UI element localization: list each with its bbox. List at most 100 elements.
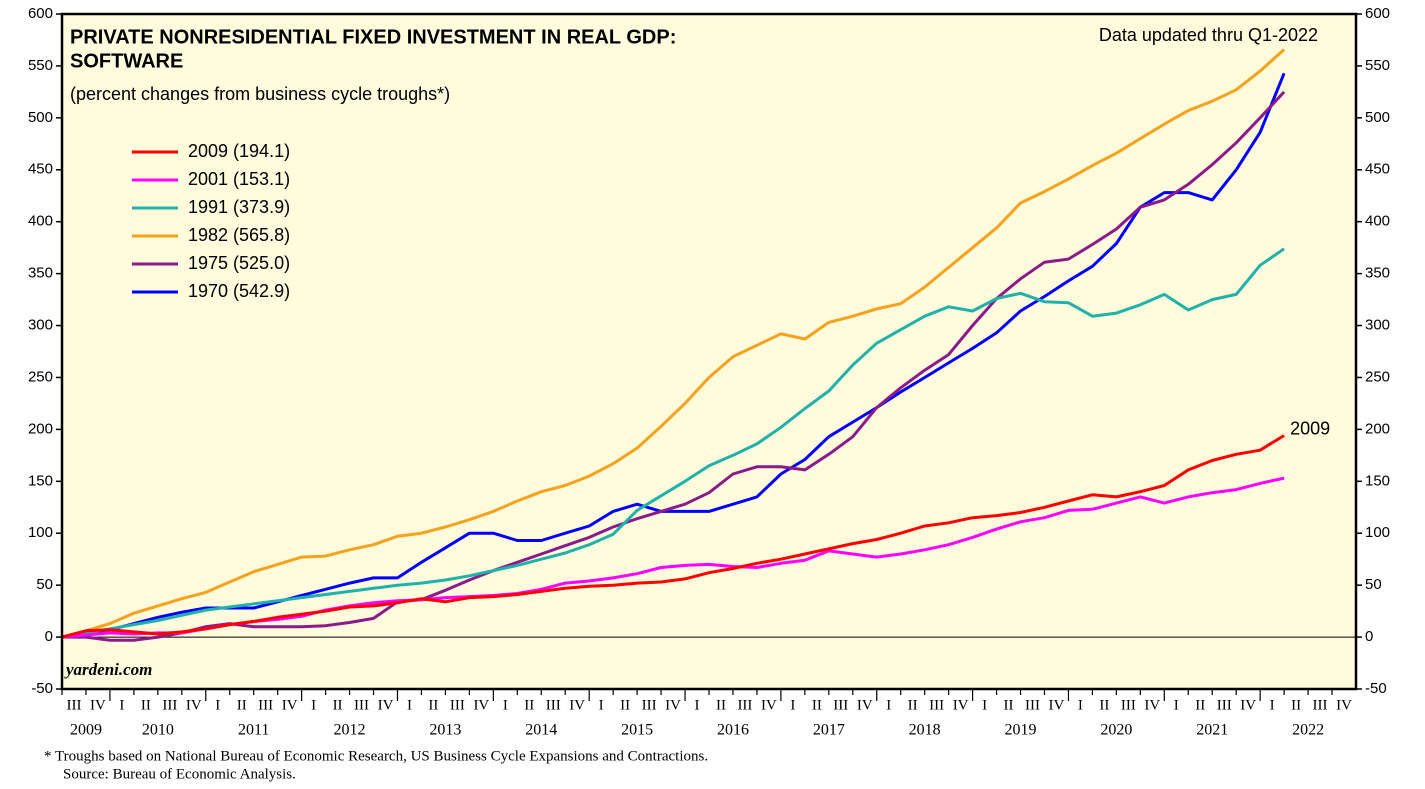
x-tick-label: III <box>1313 697 1328 713</box>
x-tick-label: IV <box>90 697 106 713</box>
year-label: 2020 <box>1100 722 1132 739</box>
x-tick-label: IV <box>857 697 873 713</box>
x-tick-label: II <box>141 697 151 713</box>
legend-label: 1982 (565.8) <box>188 225 290 245</box>
y-tick-label: 550 <box>28 57 53 74</box>
x-tick-label: IV <box>1144 697 1160 713</box>
legend-label: 1991 (373.9) <box>188 197 290 217</box>
y-tick-label: 0 <box>45 628 53 645</box>
x-tick-label: I <box>119 697 124 713</box>
x-tick-label: III <box>1217 697 1232 713</box>
y-tick-label: 200 <box>28 420 53 437</box>
y-tick-label: -50 <box>31 680 53 697</box>
series-line <box>62 90 1286 642</box>
series-line <box>61 247 1285 639</box>
series-line <box>61 434 1285 639</box>
update-note: Data updated thru Q1-2022 <box>1099 25 1318 45</box>
series-line <box>61 48 1286 639</box>
y-tick-label: 150 <box>28 472 53 489</box>
x-tick-label: III <box>737 697 752 713</box>
x-tick-label: II <box>428 697 438 713</box>
x-tick-label: II <box>333 697 343 713</box>
y2-tick-label: 100 <box>1365 524 1390 541</box>
x-tick-label: I <box>982 697 987 713</box>
y-tick-label: 600 <box>28 5 53 22</box>
x-tick-label: I <box>886 697 891 713</box>
x-tick-label: III <box>258 697 273 713</box>
series-line <box>61 72 1286 639</box>
end-label: 2009 <box>1290 418 1330 438</box>
x-tick-label: II <box>908 697 918 713</box>
footnote: Source: Bureau of Economic Analysis. <box>63 766 296 782</box>
x-tick-label: II <box>237 697 247 713</box>
y-tick-label: 400 <box>28 213 53 230</box>
y-tick-label: 450 <box>28 161 53 178</box>
year-label: 2022 <box>1292 722 1324 739</box>
chart-title: PRIVATE NONRESIDENTIAL FIXED INVESTMENT … <box>70 26 676 48</box>
y2-tick-label: 400 <box>1365 213 1390 230</box>
year-label: 2011 <box>238 722 269 739</box>
year-label: 2016 <box>717 722 749 739</box>
y-tick-label: 50 <box>36 576 53 593</box>
x-tick-label: IV <box>473 697 489 713</box>
y2-tick-label: 450 <box>1365 161 1390 178</box>
x-tick-label: III <box>642 697 657 713</box>
x-tick-label: III <box>546 697 561 713</box>
x-tick-label: III <box>66 697 81 713</box>
watermark: yardeni.com <box>64 660 152 679</box>
y2-tick-label: 0 <box>1365 628 1373 645</box>
x-tick-label: III <box>1025 697 1040 713</box>
x-tick-label: IV <box>1336 697 1352 713</box>
y2-tick-label: 600 <box>1365 5 1390 22</box>
y-tick-label: 250 <box>28 368 53 385</box>
year-label: 2017 <box>813 722 845 739</box>
x-tick-label: II <box>1099 697 1109 713</box>
x-tick-label: II <box>524 697 534 713</box>
footnote: * Troughs based on National Bureau of Ec… <box>44 748 708 764</box>
y-tick-label: 350 <box>28 265 53 282</box>
y2-tick-label: -50 <box>1365 680 1387 697</box>
x-tick-label: I <box>503 697 508 713</box>
x-tick-label: II <box>812 697 822 713</box>
year-label: 2021 <box>1196 722 1228 739</box>
x-tick-label: III <box>833 697 848 713</box>
y2-tick-label: 500 <box>1365 109 1390 126</box>
chart-subtitle: (percent changes from business cycle tro… <box>70 84 450 104</box>
year-label: 2019 <box>1005 722 1037 739</box>
x-tick-label: I <box>599 697 604 713</box>
plot-background <box>62 14 1356 689</box>
x-tick-label: IV <box>665 697 681 713</box>
x-tick-label: II <box>620 697 630 713</box>
x-tick-label: I <box>407 697 412 713</box>
legend-label: 2009 (194.1) <box>188 141 290 161</box>
y-tick-label: 300 <box>28 317 53 334</box>
x-tick-label: II <box>1004 697 1014 713</box>
x-tick-label: II <box>716 697 726 713</box>
x-tick-label: III <box>929 697 944 713</box>
x-tick-label: I <box>311 697 316 713</box>
x-tick-label: III <box>354 697 369 713</box>
x-tick-label: I <box>215 697 220 713</box>
x-tick-label: IV <box>378 697 394 713</box>
legend-label: 1970 (542.9) <box>188 281 290 301</box>
y2-tick-label: 50 <box>1365 576 1382 593</box>
x-tick-label: III <box>1121 697 1136 713</box>
y-tick-label: 100 <box>28 524 53 541</box>
x-tick-label: II <box>1291 697 1301 713</box>
year-label: 2009 <box>70 722 102 739</box>
y2-tick-label: 550 <box>1365 57 1390 74</box>
y-tick-label: 500 <box>28 109 53 126</box>
y2-tick-label: 150 <box>1365 472 1390 489</box>
x-tick-label: IV <box>282 697 298 713</box>
year-label: 2010 <box>142 722 174 739</box>
x-tick-label: IV <box>569 697 585 713</box>
x-tick-label: I <box>790 697 795 713</box>
x-tick-label: IV <box>953 697 969 713</box>
x-tick-label: IV <box>1049 697 1065 713</box>
x-tick-label: IV <box>186 697 202 713</box>
legend-label: 1975 (525.0) <box>188 253 290 273</box>
year-label: 2013 <box>429 722 461 739</box>
x-tick-label: I <box>1270 697 1275 713</box>
x-tick-label: I <box>1078 697 1083 713</box>
